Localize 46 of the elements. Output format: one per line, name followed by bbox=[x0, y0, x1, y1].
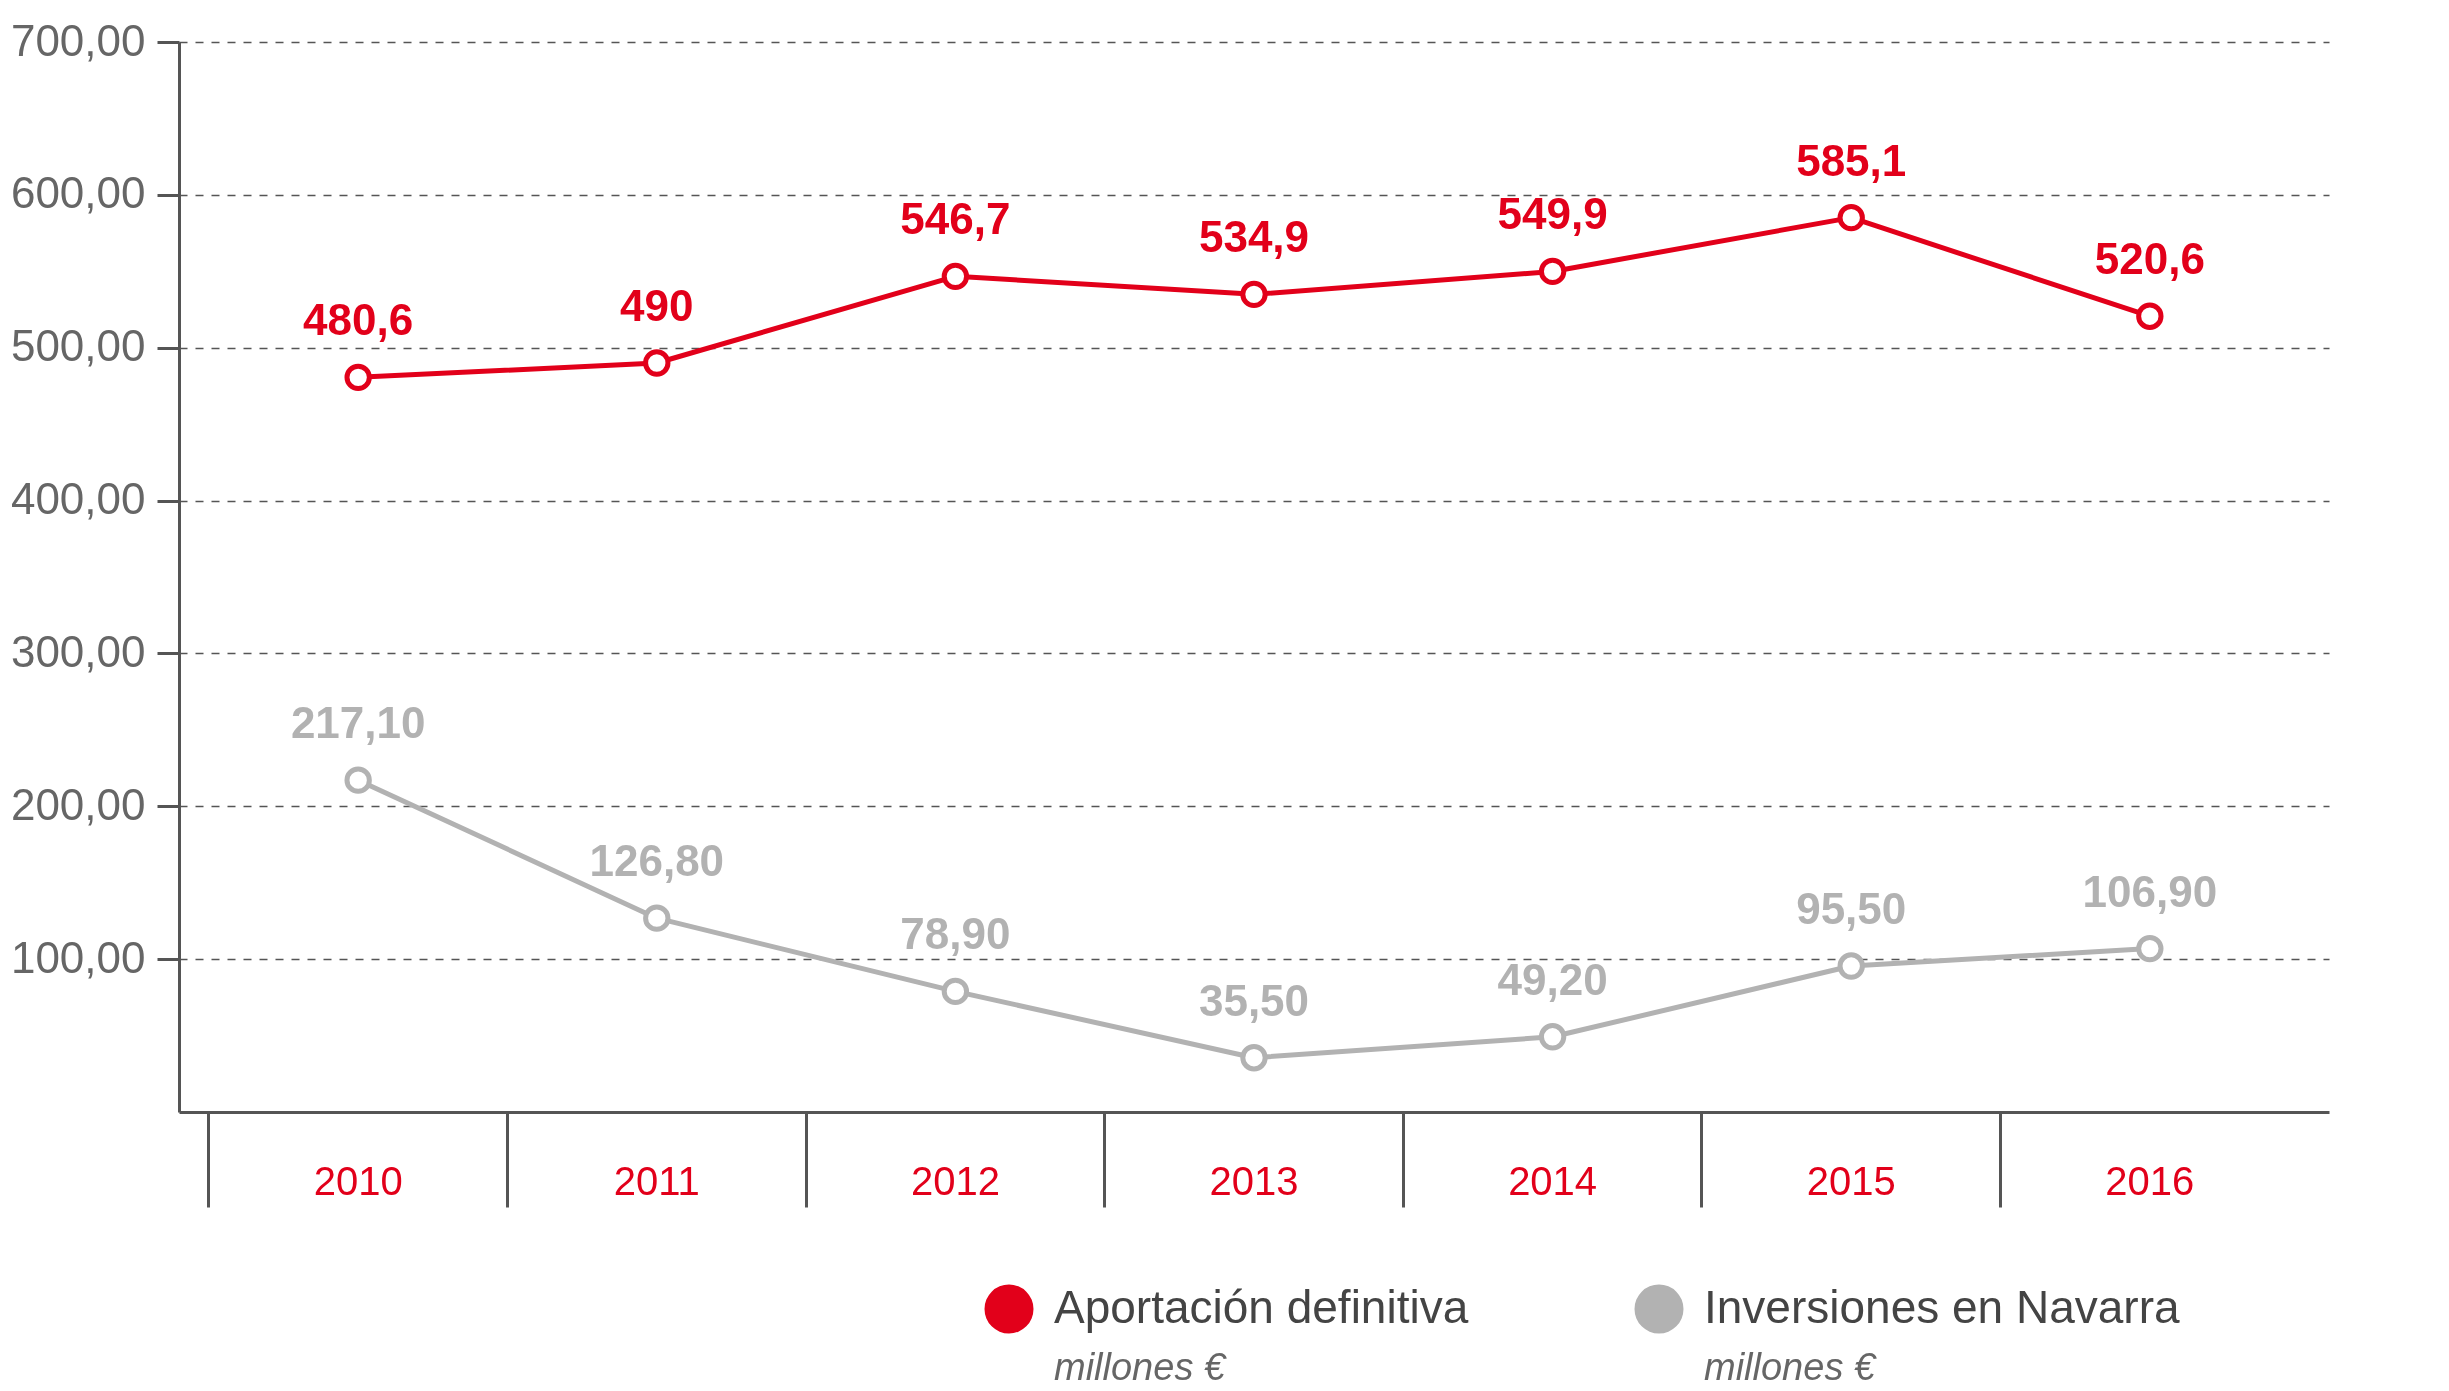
data-label: 585,1 bbox=[1796, 135, 1907, 185]
y-tick-label: 200,00 bbox=[10, 779, 146, 829]
point bbox=[344, 766, 372, 794]
y-tick-label: 100,00 bbox=[10, 932, 146, 982]
data-label: 106,90 bbox=[2082, 866, 2218, 916]
legend-label: Inversiones en Navarra bbox=[1704, 1281, 2180, 1333]
data-label: 549,9 bbox=[1497, 189, 1608, 239]
point bbox=[643, 349, 671, 377]
point bbox=[1538, 257, 1567, 286]
point bbox=[1538, 1023, 1567, 1051]
x-tick-label: 2012 bbox=[910, 1158, 1000, 1203]
data-label: 490 bbox=[620, 281, 694, 330]
x-tick-label: 2014 bbox=[1508, 1158, 1598, 1203]
data-label: 217,10 bbox=[290, 698, 426, 748]
point bbox=[941, 262, 970, 290]
x-tick-label: 2010 bbox=[313, 1158, 403, 1203]
point bbox=[941, 977, 970, 1006]
data-label: 126,80 bbox=[589, 836, 725, 886]
text: millones € bbox=[1054, 1346, 1227, 1388]
point bbox=[1837, 203, 1865, 232]
data-label: 534,9 bbox=[1198, 212, 1310, 262]
point bbox=[344, 363, 372, 392]
point bbox=[1837, 952, 1865, 980]
point bbox=[643, 904, 671, 932]
data-label: 546,7 bbox=[900, 194, 1011, 244]
point bbox=[2136, 302, 2164, 330]
y-tick-label: 400,00 bbox=[10, 474, 146, 524]
point bbox=[1240, 1044, 1268, 1072]
x-tick-label: 2013 bbox=[1209, 1158, 1299, 1203]
y-tick-label: 500,00 bbox=[10, 321, 146, 371]
legend-label: Aportación definitiva bbox=[1054, 1281, 1469, 1333]
data-label: 78,90 bbox=[900, 909, 1011, 959]
data-label: 480,6 bbox=[303, 295, 414, 345]
x-tick-label: 2011 bbox=[613, 1158, 700, 1203]
data-label: 520,6 bbox=[2094, 234, 2205, 284]
data-label: 49,20 bbox=[1497, 954, 1608, 1004]
x-tick-label: 2016 bbox=[2105, 1158, 2195, 1203]
text: millones € bbox=[1704, 1346, 1877, 1388]
point bbox=[2136, 934, 2164, 963]
x-tick-label: 2015 bbox=[1806, 1158, 1896, 1203]
y-tick-label: 700,00 bbox=[10, 15, 146, 65]
y-tick-label: 600,00 bbox=[10, 168, 146, 218]
data-label: 95,50 bbox=[1796, 884, 1907, 934]
data-label: 35,50 bbox=[1198, 975, 1310, 1025]
point bbox=[1240, 280, 1268, 309]
y-tick-label: 300,00 bbox=[10, 626, 146, 676]
